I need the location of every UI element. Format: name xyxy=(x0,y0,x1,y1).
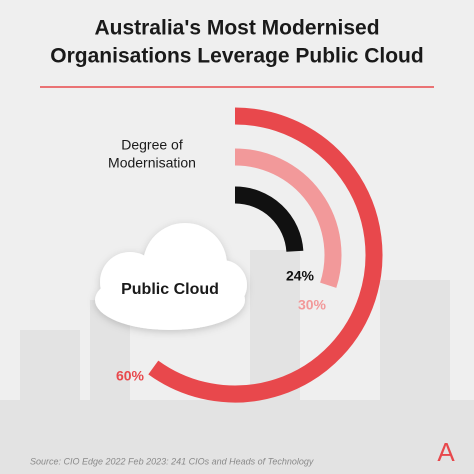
skyline xyxy=(0,250,474,474)
legend-title: Modernisation xyxy=(108,155,196,171)
chart-title: Organisations Leverage Public Cloud xyxy=(50,45,423,68)
arc xyxy=(148,107,383,403)
value-label: 30% xyxy=(298,297,327,313)
arcs xyxy=(148,107,383,403)
legend-title: Degree of xyxy=(121,137,183,153)
chart-title: Australia's Most Modernised xyxy=(94,17,379,40)
logo: A xyxy=(437,437,455,467)
arc xyxy=(234,148,342,288)
arc xyxy=(234,186,304,253)
cloud xyxy=(95,223,247,330)
center-label: Public Cloud xyxy=(121,281,219,298)
source: Source: CIO Edge 2022 Feb 2023: 241 CIOs… xyxy=(30,456,314,466)
value-label: 24% xyxy=(286,268,315,284)
value-label: 60% xyxy=(116,368,145,384)
